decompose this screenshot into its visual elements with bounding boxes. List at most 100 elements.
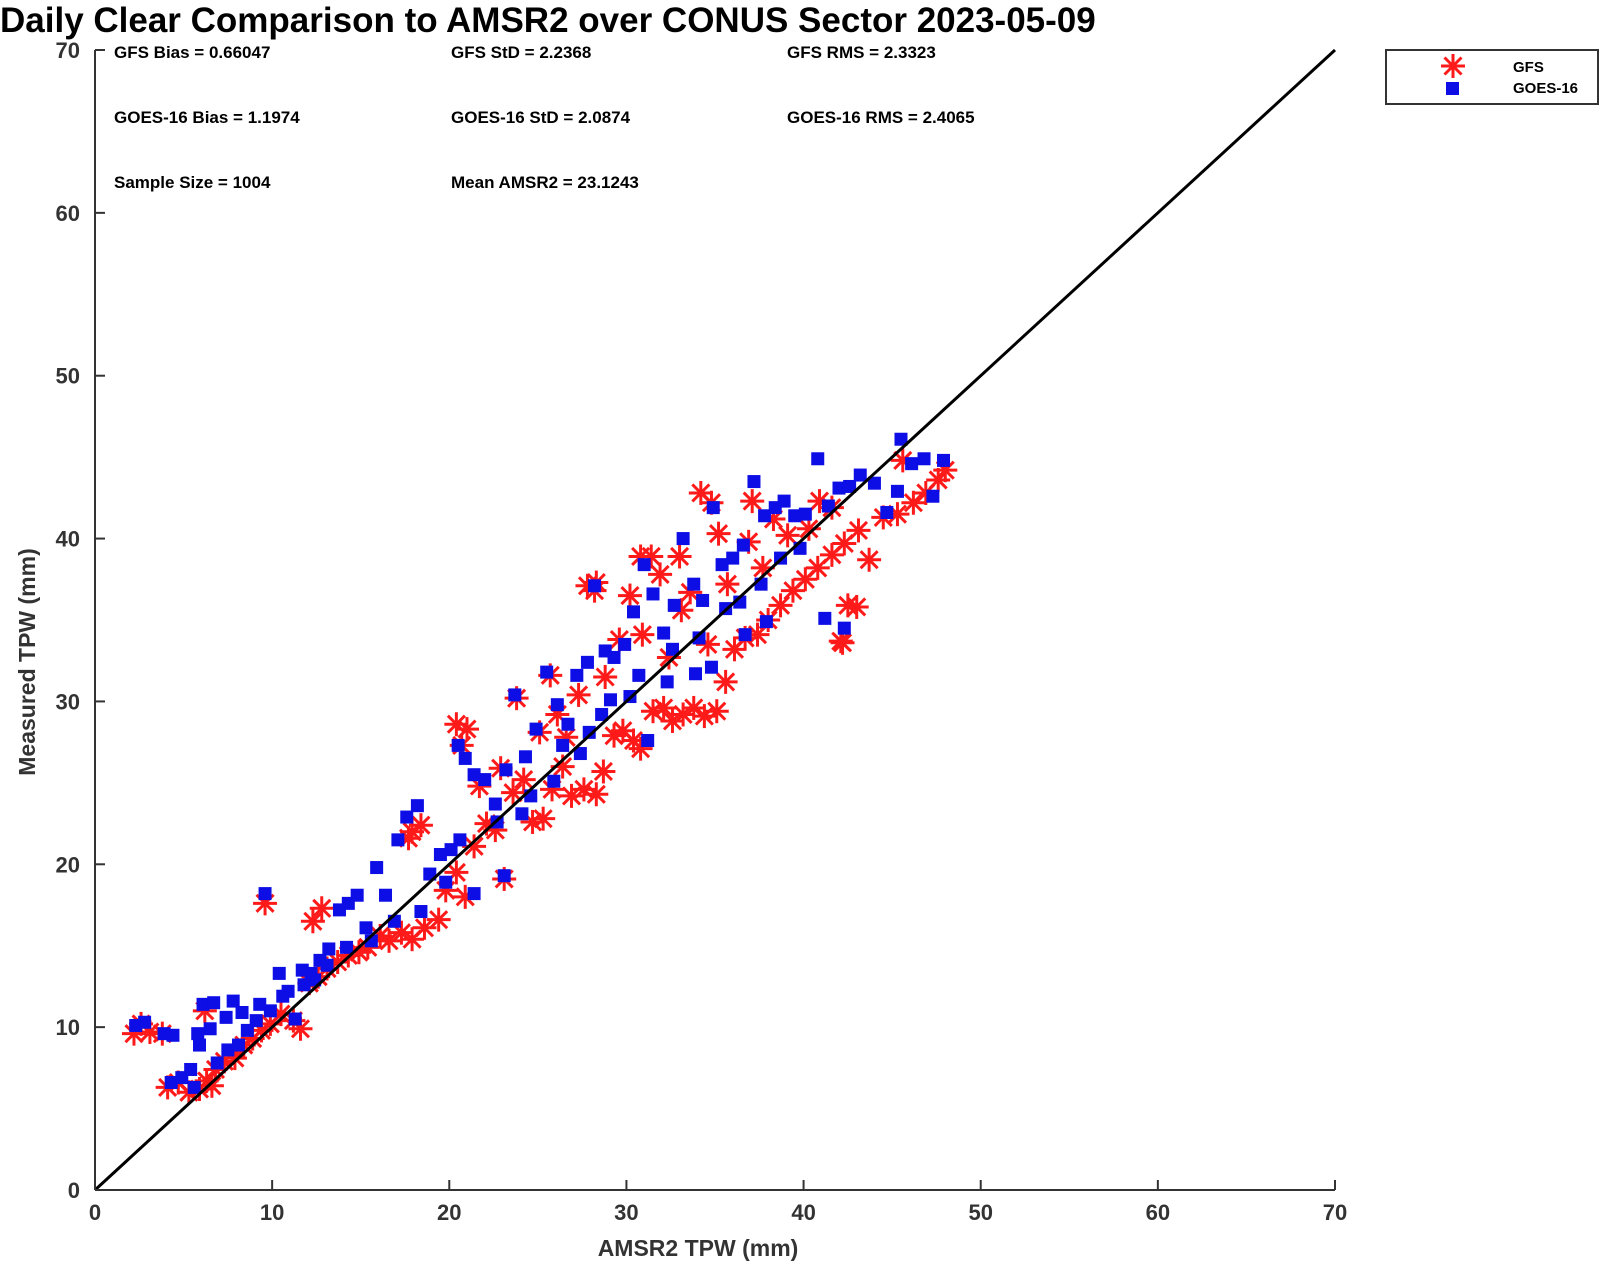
legend-box (1385, 49, 1599, 105)
x-tick-label: 70 (1323, 1200, 1347, 1225)
x-tick-label: 60 (1146, 1200, 1170, 1225)
gfs-point (740, 489, 765, 514)
goes16-point (573, 747, 587, 761)
y-tick-label: 40 (56, 527, 80, 552)
goes16-point (207, 996, 221, 1010)
goes16-point (529, 722, 543, 736)
goes16-point (880, 506, 894, 520)
goes16-series (129, 432, 951, 1094)
goes16-point (276, 989, 290, 1003)
y-tick-label: 20 (56, 852, 80, 877)
goes16-point (488, 797, 502, 811)
goes16-point (726, 551, 740, 565)
goes16-point (788, 509, 802, 523)
x-tick-label: 50 (968, 1200, 992, 1225)
stat-goes-rms: GOES-16 RMS = 2.4065 (787, 108, 975, 127)
y-axis-label: Measured TPW (mm) (14, 548, 40, 775)
y-tick-label: 60 (56, 201, 80, 226)
goes16-point (632, 668, 646, 682)
goes16-point (518, 750, 532, 764)
y-tick-label: 10 (56, 1015, 80, 1040)
goes16-point (704, 660, 718, 674)
goes16-point (210, 1056, 224, 1070)
goes16-point (853, 468, 867, 482)
goes16-point (515, 807, 529, 821)
gfs-point (400, 819, 425, 844)
goes16-point (458, 751, 472, 765)
x-tick-label: 40 (791, 1200, 815, 1225)
x-axis-label: AMSR2 TPW (mm) (598, 1235, 799, 1261)
goes16-point (550, 698, 564, 712)
goes16-point (196, 997, 210, 1011)
goes16-point (556, 738, 570, 752)
goes16-point (379, 888, 393, 902)
gfs-point (768, 593, 793, 618)
goes16-point (184, 1062, 198, 1076)
stat-goes-std: GOES-16 StD = 2.0874 (451, 108, 631, 127)
goes16-point (811, 452, 825, 466)
gfs-point (300, 909, 325, 934)
goes16-point (467, 768, 481, 782)
goes16-point (706, 501, 720, 515)
chart-title: Daily Clear Comparison to AMSR2 over CON… (0, 1, 1096, 40)
gfs-point (199, 1073, 224, 1098)
goes16-point (595, 707, 609, 721)
goes16-point (758, 509, 772, 523)
goes16-point (478, 773, 492, 787)
legend-gfs-marker (1441, 54, 1465, 78)
goes16-point (867, 476, 881, 490)
goes16-point (138, 1015, 152, 1029)
legend: GFS GOES-16 (1385, 49, 1599, 105)
goes16-point (843, 479, 857, 493)
gfs-point (780, 578, 805, 603)
goes16-point (221, 1043, 235, 1057)
goes16-point (759, 615, 773, 629)
goes16-point (689, 667, 703, 681)
goes16-point (715, 558, 729, 572)
goes16-point (499, 763, 513, 777)
gfs-point (706, 521, 731, 546)
goes16-point (467, 887, 481, 901)
goes16-point (508, 688, 522, 702)
stat-mean-amsr2: Mean AMSR2 = 23.1243 (451, 173, 639, 192)
x-tick-label: 30 (614, 1200, 638, 1225)
gfs-point (511, 767, 536, 792)
gfs-point (796, 516, 821, 541)
goes16-point (777, 494, 791, 508)
y-tick-label: 0 (68, 1178, 80, 1203)
gfs-point (309, 896, 334, 921)
gfs-point (713, 669, 738, 694)
goes16-point (646, 587, 660, 601)
goes16-point (320, 958, 334, 972)
goes16-point (660, 675, 674, 689)
y-tick-label: 30 (56, 689, 80, 714)
goes16-point (890, 484, 904, 498)
gfs-point (617, 583, 642, 608)
gfs-point (593, 665, 618, 689)
goes16-point (439, 875, 453, 889)
gfs-point (846, 518, 871, 543)
gfs-point (648, 562, 673, 587)
goes16-point (736, 538, 750, 552)
goes16-point (738, 628, 752, 642)
goes16-point (580, 655, 594, 669)
goes16-point (667, 598, 681, 612)
stat-gfs-std: GFS StD = 2.2368 (451, 43, 591, 62)
x-tick-label: 20 (437, 1200, 461, 1225)
goes16-point (917, 452, 931, 466)
gfs-point (901, 490, 926, 515)
goes16-point (193, 1038, 207, 1052)
gfs-point (651, 695, 676, 720)
goes16-point (240, 1023, 254, 1037)
goes16-point (637, 558, 651, 572)
goes16-point (249, 1014, 263, 1028)
gfs-point (455, 717, 479, 742)
goes16-point (561, 717, 575, 731)
gfs-point (591, 759, 616, 784)
goes16-point (414, 905, 428, 919)
goes16-point (837, 621, 851, 635)
x-axis-ticks: 0 10 20 30 40 50 60 70 (89, 1180, 1347, 1225)
goes16-point (582, 725, 596, 739)
gfs-point (630, 622, 655, 647)
